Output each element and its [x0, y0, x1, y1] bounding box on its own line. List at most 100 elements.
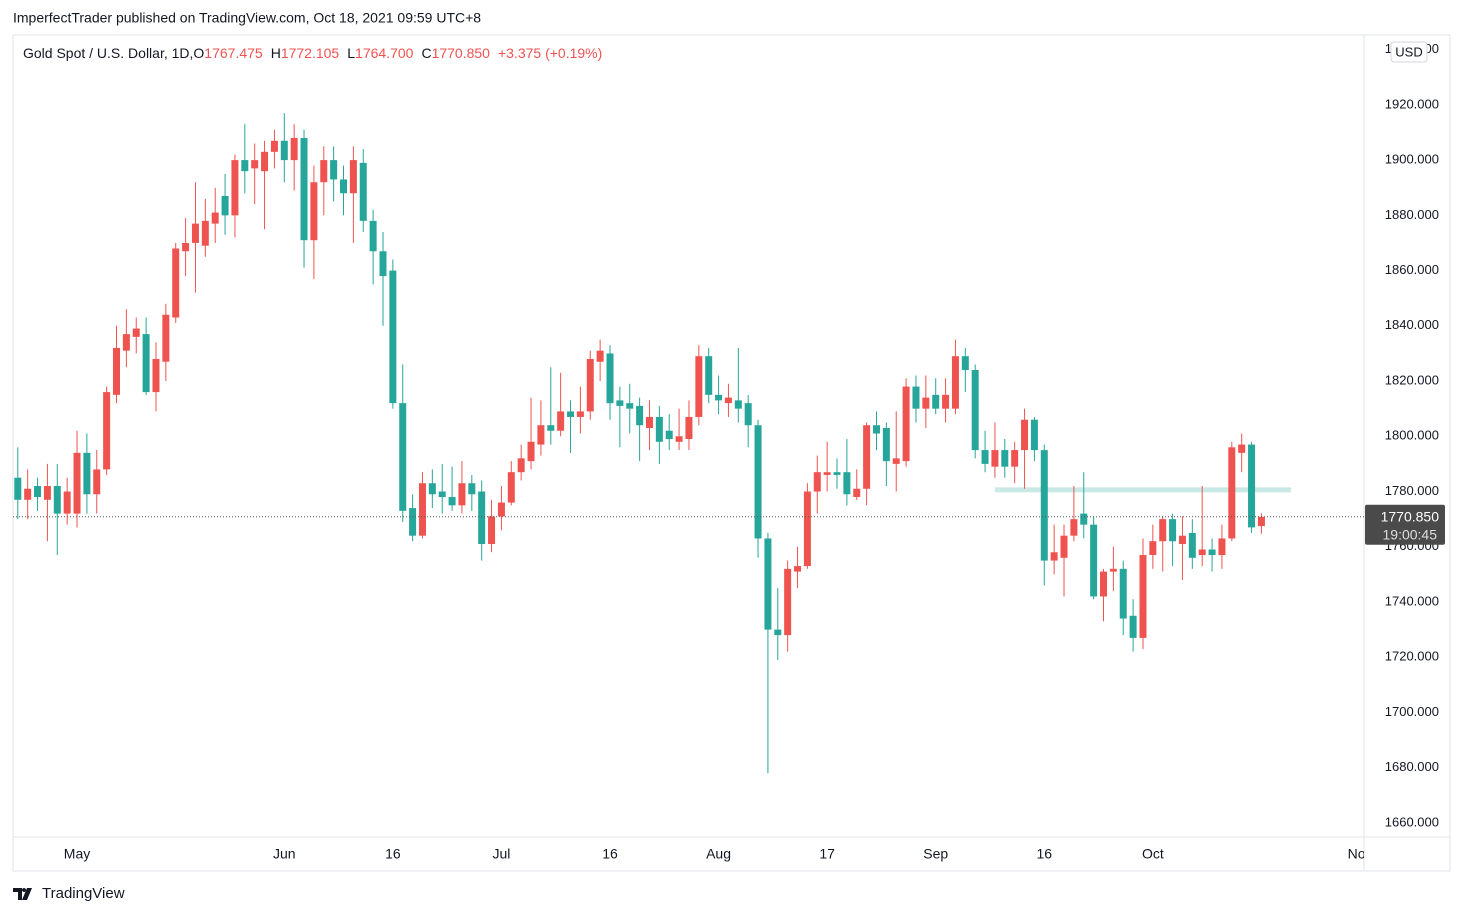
- candle-body: [251, 160, 259, 169]
- candle-body: [1169, 519, 1177, 542]
- candle-body: [517, 458, 525, 473]
- candle-body: [43, 485, 51, 500]
- candle-body: [172, 248, 180, 318]
- candle-body: [685, 416, 693, 440]
- candle-body: [369, 220, 377, 252]
- candle-body: [1001, 450, 1009, 467]
- candle-body: [547, 425, 555, 431]
- candle-body: [389, 270, 397, 404]
- candle-body: [695, 356, 703, 417]
- candle-body: [270, 140, 278, 152]
- candle-body: [902, 386, 910, 462]
- candle-body: [34, 485, 42, 498]
- candle-body: [379, 251, 387, 277]
- candle-body: [1021, 419, 1029, 451]
- currency-label: USD: [1395, 44, 1422, 59]
- candle-body: [1257, 516, 1265, 527]
- candle-body: [191, 223, 199, 243]
- candle-body: [655, 416, 663, 442]
- y-tick-label: 1800.000: [1385, 428, 1439, 443]
- ohlc-key: H: [271, 45, 281, 61]
- candle-body: [63, 491, 71, 514]
- symbol: Gold Spot / U.S. Dollar, 1D,: [23, 45, 193, 61]
- candle-body: [1208, 549, 1216, 556]
- y-tick-label: 1860.000: [1385, 262, 1439, 277]
- candle-body: [616, 400, 624, 406]
- candle-body: [211, 212, 219, 224]
- y-tick-label: 1920.000: [1385, 96, 1439, 111]
- candle-body: [122, 334, 130, 351]
- currency-badge: [1390, 41, 1428, 63]
- candle-body: [764, 538, 772, 630]
- candle-body: [1080, 513, 1088, 525]
- candle-body: [1188, 532, 1196, 558]
- candle-body: [310, 182, 318, 241]
- brand: TradingView: [42, 885, 125, 902]
- candle-body: [458, 483, 466, 506]
- candle-body: [231, 160, 239, 216]
- x-tick-label: Oct: [1142, 846, 1164, 862]
- candle-body: [507, 472, 515, 503]
- y-tick-label: 1720.000: [1385, 649, 1439, 664]
- candle-body: [1070, 519, 1078, 536]
- candle-body: [645, 416, 653, 428]
- candle-body: [803, 491, 811, 567]
- candle-body: [833, 472, 841, 475]
- candle-body: [103, 392, 111, 470]
- candle-body: [922, 397, 930, 409]
- candle-body: [497, 502, 505, 517]
- published-note: ImperfectTrader published on TradingView…: [13, 10, 481, 26]
- frame: [12, 34, 1451, 872]
- countdown: 19:00:45: [1383, 526, 1438, 542]
- candle-body: [705, 356, 713, 395]
- candle-body: [73, 452, 81, 514]
- zone: [994, 487, 1292, 493]
- y-tick-label: 1780.000: [1385, 483, 1439, 498]
- candle-body: [162, 314, 170, 362]
- candle-body: [142, 334, 150, 393]
- candle-body: [823, 472, 831, 475]
- candle-body: [1040, 450, 1048, 561]
- candle-body: [527, 441, 535, 462]
- y-tick-label: 1700.000: [1385, 704, 1439, 719]
- candle-body: [882, 427, 890, 462]
- candle-body: [596, 350, 604, 362]
- candle-body: [1228, 447, 1236, 539]
- x-tick-label: Sep: [923, 846, 948, 862]
- candle-body: [1119, 568, 1127, 619]
- candle-body: [330, 160, 338, 180]
- candle-body: [813, 472, 821, 492]
- y-tick-label: 1900.000: [1385, 152, 1439, 167]
- candle-body: [409, 508, 417, 536]
- candle-body: [567, 411, 575, 417]
- candle-body: [951, 356, 959, 409]
- candle-body: [794, 566, 802, 572]
- candle-body: [488, 516, 496, 544]
- candle-body: [744, 403, 752, 426]
- last-price-label: 1770.850: [1381, 508, 1440, 524]
- legend: Gold Spot / U.S. Dollar, 1D,O1767.475 H17…: [23, 45, 602, 61]
- candle-body: [182, 242, 190, 252]
- candle-body: [478, 491, 486, 544]
- candle-body: [1011, 450, 1019, 467]
- candle-body: [359, 162, 367, 221]
- x-tick-label: 17: [819, 846, 835, 862]
- candle-body: [1050, 552, 1058, 561]
- ohlc-key: O: [193, 45, 204, 61]
- ohlc-value: 1767.475: [204, 45, 263, 61]
- candle-body: [132, 328, 140, 337]
- y-axis: 1660.000 1680.000 1700.000 1720.000 1740.000…: [1365, 41, 1445, 829]
- y-tick-label: 1880.000: [1385, 207, 1439, 222]
- candle-body: [1198, 549, 1206, 556]
- x-tick-label: 16: [1036, 846, 1052, 862]
- candle-body: [1139, 555, 1147, 638]
- candle-body: [261, 151, 269, 172]
- x-axis: May Jun 16 Jul 16 Aug 17 Sep 16 Oct Nov: [64, 846, 1364, 862]
- candle-body: [932, 394, 940, 409]
- candle-body: [438, 491, 446, 498]
- candle-body: [349, 160, 357, 194]
- candle-body: [537, 425, 545, 445]
- y-tick-label: 1840.000: [1385, 317, 1439, 332]
